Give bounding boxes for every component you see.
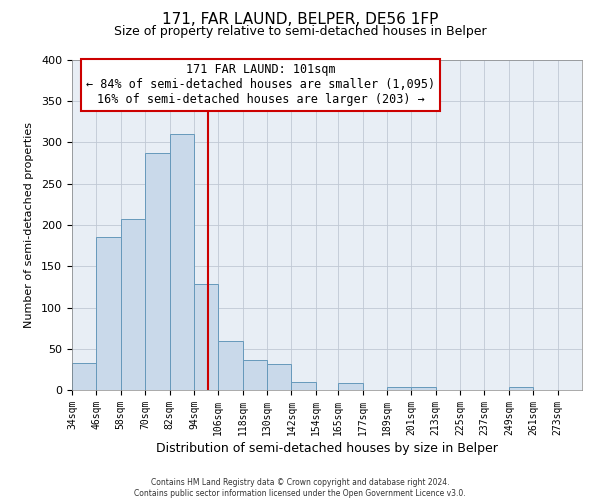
Bar <box>121 219 145 390</box>
Bar <box>292 382 316 390</box>
Bar <box>387 386 412 390</box>
Text: Size of property relative to semi-detached houses in Belper: Size of property relative to semi-detach… <box>113 25 487 38</box>
Bar <box>194 284 218 390</box>
Bar <box>218 340 242 390</box>
Text: Contains HM Land Registry data © Crown copyright and database right 2024.
Contai: Contains HM Land Registry data © Crown c… <box>134 478 466 498</box>
Y-axis label: Number of semi-detached properties: Number of semi-detached properties <box>24 122 34 328</box>
Bar <box>338 384 362 390</box>
Bar <box>170 134 194 390</box>
Bar <box>72 363 97 390</box>
Bar <box>145 153 170 390</box>
Text: 171 FAR LAUND: 101sqm
← 84% of semi-detached houses are smaller (1,095)
16% of s: 171 FAR LAUND: 101sqm ← 84% of semi-deta… <box>86 64 435 106</box>
X-axis label: Distribution of semi-detached houses by size in Belper: Distribution of semi-detached houses by … <box>156 442 498 455</box>
Bar <box>97 238 121 390</box>
Text: 171, FAR LAUND, BELPER, DE56 1FP: 171, FAR LAUND, BELPER, DE56 1FP <box>162 12 438 28</box>
Bar <box>242 360 267 390</box>
Bar <box>509 386 533 390</box>
Bar <box>267 364 292 390</box>
Bar <box>412 386 436 390</box>
